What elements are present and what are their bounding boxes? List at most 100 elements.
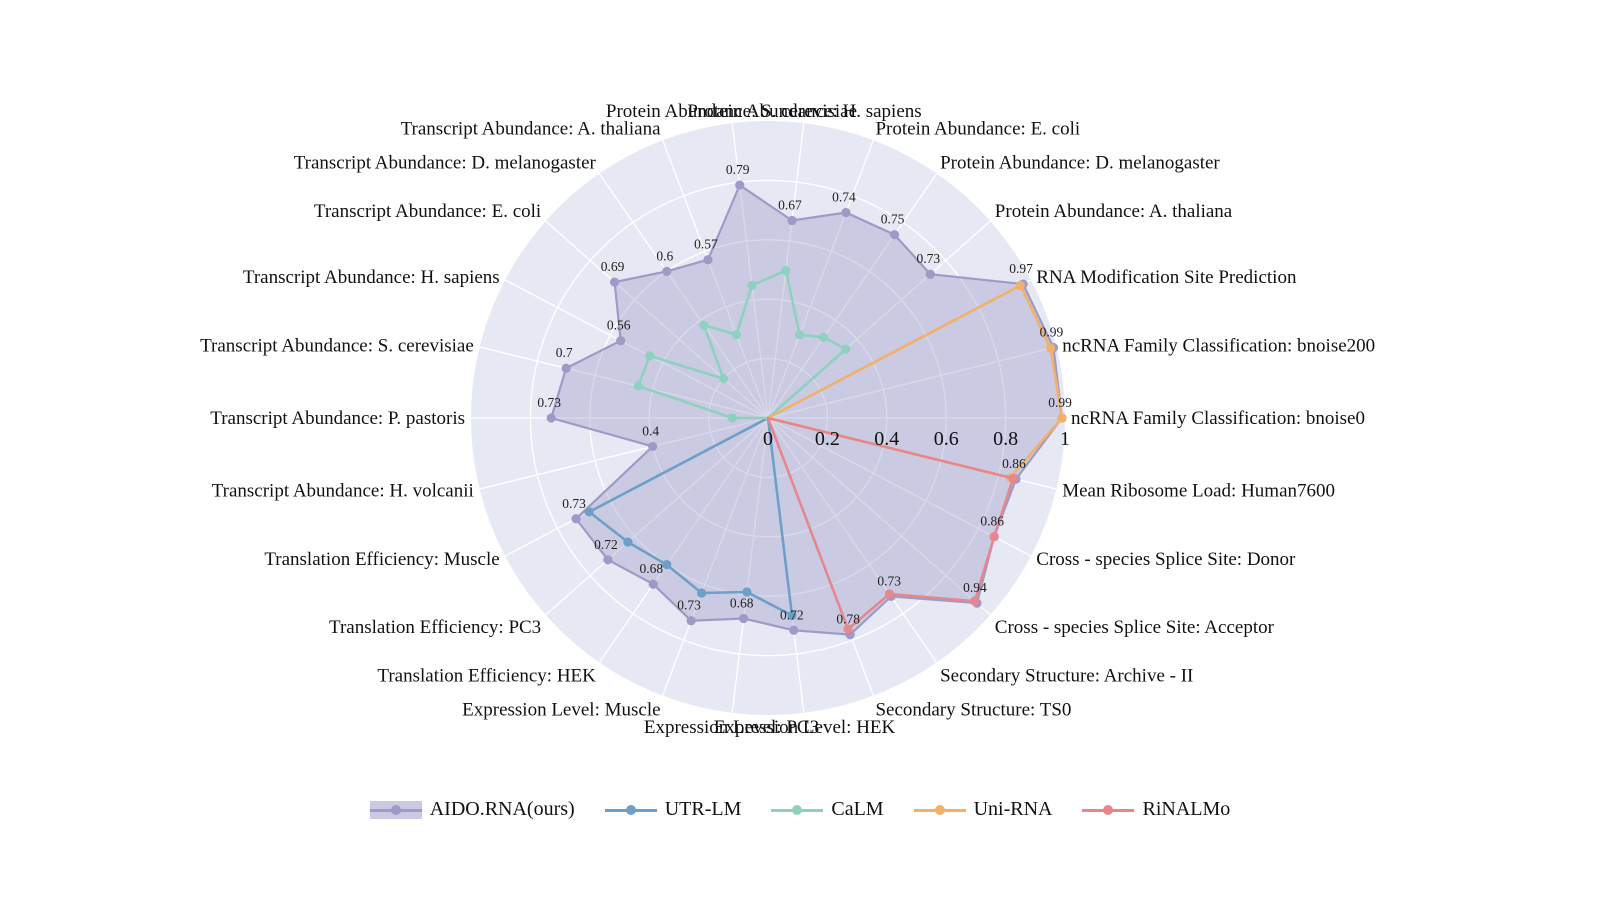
series-point-1-10 <box>623 537 633 547</box>
series-point-4-5 <box>843 624 853 634</box>
axis-label-4: Secondary Structure: Archive - II <box>940 665 1193 686</box>
series-point-0-13 <box>546 413 556 423</box>
grid-spoke-14 <box>479 346 769 419</box>
radial-tick-label-3: 0.6 <box>934 428 959 450</box>
series-point-0-6 <box>789 625 799 635</box>
data-label-13: 0.73 <box>537 395 561 410</box>
axis-label-14: Transcript Abundance: S. cerevisiae <box>200 335 474 356</box>
axis-label-9: Translation Efficiency: HEK <box>377 665 596 686</box>
axis-label-23: Protein Abundance: A. thaliana <box>995 201 1233 222</box>
grid-spoke-17 <box>598 173 769 419</box>
series-point-0-20 <box>787 215 797 226</box>
data-label-14: 0.7 <box>556 345 573 360</box>
data-label-22: 0.75 <box>881 212 905 227</box>
series-point-1-6 <box>787 610 797 621</box>
series-point-4-1 <box>1008 473 1018 484</box>
legend-swatch-calm <box>771 801 824 819</box>
series-point-2-18 <box>731 330 742 340</box>
axis-label-5: Secondary Structure: TS0 <box>875 699 1071 720</box>
series-point-1-8 <box>697 588 707 598</box>
series-point-3-24 <box>1015 280 1026 291</box>
legend-item-unirna: Uni-RNA <box>913 798 1053 821</box>
series-point-2-21 <box>794 330 805 340</box>
series-point-0-14 <box>561 363 571 373</box>
legend-swatch-rinalmo <box>1082 801 1135 819</box>
grid-spoke-8 <box>662 417 769 696</box>
data-label-20: 0.67 <box>778 197 802 212</box>
axis-label-11: Translation Efficiency: Muscle <box>264 549 499 570</box>
series-point-0-17 <box>662 266 672 276</box>
axis-label-17: Transcript Abundance: D. melanogaster <box>294 153 597 174</box>
series-point-0-11 <box>571 514 581 524</box>
legend-item-utrlm: UTR-LM <box>604 798 742 821</box>
legend-swatch-unirna <box>913 801 966 819</box>
series-point-2-22 <box>819 332 829 342</box>
series-point-0-22 <box>889 230 900 240</box>
axis-label-1: Mean Ribosome Load: Human7600 <box>1062 481 1335 502</box>
data-label-7: 0.68 <box>730 595 754 610</box>
series-point-4-4 <box>884 589 895 599</box>
series-point-2-17 <box>699 320 709 330</box>
data-label-3: 0.94 <box>963 580 987 595</box>
series-point-3-25 <box>1046 343 1056 353</box>
grid-spoke-16 <box>545 220 769 419</box>
series-point-1-9 <box>662 560 672 570</box>
chart-legend: AIDO.RNA(ours) UTR-LM CaLM Uni-RNA RiNAL… <box>0 798 1600 821</box>
grid-spoke-4 <box>767 417 938 663</box>
axis-label-24: RNA Modification Site Prediction <box>1036 267 1297 288</box>
data-label-17: 0.6 <box>656 248 673 263</box>
grid-spoke-21 <box>767 140 874 419</box>
series-point-2-13 <box>727 413 737 423</box>
data-label-19: 0.79 <box>726 162 750 177</box>
series-point-0-15 <box>616 336 626 346</box>
series-point-0-18 <box>703 255 713 265</box>
data-label-11: 0.73 <box>562 496 586 511</box>
axis-label-10: Translation Efficiency: PC3 <box>329 617 541 638</box>
series-line-3 <box>766 284 1064 480</box>
series-point-0-7 <box>739 613 749 624</box>
radial-tick-label-5: 1 <box>1060 428 1070 450</box>
legend-label-utrlm: UTR-LM <box>664 798 742 820</box>
axis-label-20: Protein Abundance: H. sapiens <box>687 101 921 122</box>
series-point-0-8 <box>686 616 696 626</box>
data-label-1: 0.86 <box>1002 456 1026 471</box>
data-label-0: 0.99 <box>1048 395 1072 410</box>
grid-spoke-7 <box>731 417 769 713</box>
data-label-18: 0.57 <box>694 237 718 252</box>
axis-label-8: Expression Level: Muscle <box>462 699 660 720</box>
grid-spoke-2 <box>767 417 1032 557</box>
series-line-1 <box>587 416 794 617</box>
series-point-0-23 <box>925 269 935 279</box>
legend-item-aido: AIDO.RNA(ours) <box>369 798 575 821</box>
series-point-0-9 <box>648 579 658 589</box>
grid-spoke-22 <box>767 173 938 419</box>
series-point-4-3 <box>970 596 980 606</box>
radial-tick-label-0: 0 <box>763 428 773 450</box>
axis-label-21: Protein Abundance: E. coli <box>875 119 1080 140</box>
data-label-21: 0.74 <box>832 190 856 205</box>
data-label-23: 0.73 <box>916 251 940 266</box>
grid-spoke-9 <box>598 417 769 663</box>
legend-item-rinalmo: RiNALMo <box>1082 798 1230 821</box>
data-label-10: 0.72 <box>594 537 618 552</box>
legend-label-unirna: Uni-RNA <box>973 798 1053 820</box>
series-point-2-20 <box>781 265 791 276</box>
grid-spoke-19 <box>731 123 769 419</box>
series-point-3-0 <box>1057 413 1067 423</box>
data-label-5: 0.78 <box>836 612 860 627</box>
grid-spoke-3 <box>767 417 991 616</box>
legend-swatch-aido <box>369 800 422 819</box>
grid-spoke-10 <box>545 417 769 616</box>
series-point-1-7 <box>742 587 752 597</box>
axis-label-18: Transcript Abundance: A. thaliana <box>401 119 662 140</box>
series-point-2-15 <box>645 351 655 361</box>
axis-label-25: ncRNA Family Classification: bnoise200 <box>1062 335 1375 356</box>
axis-label-2: Cross - species Splice Site: Donor <box>1036 549 1296 570</box>
series-point-2-16 <box>718 374 729 384</box>
axis-label-16: Transcript Abundance: E. coli <box>314 201 541 222</box>
radial-tick-label-1: 0.2 <box>815 428 840 450</box>
axis-label-12: Transcript Abundance: H. volcanii <box>212 481 474 502</box>
grid-spoke-18 <box>662 140 769 419</box>
series-point-0-19 <box>735 180 745 190</box>
